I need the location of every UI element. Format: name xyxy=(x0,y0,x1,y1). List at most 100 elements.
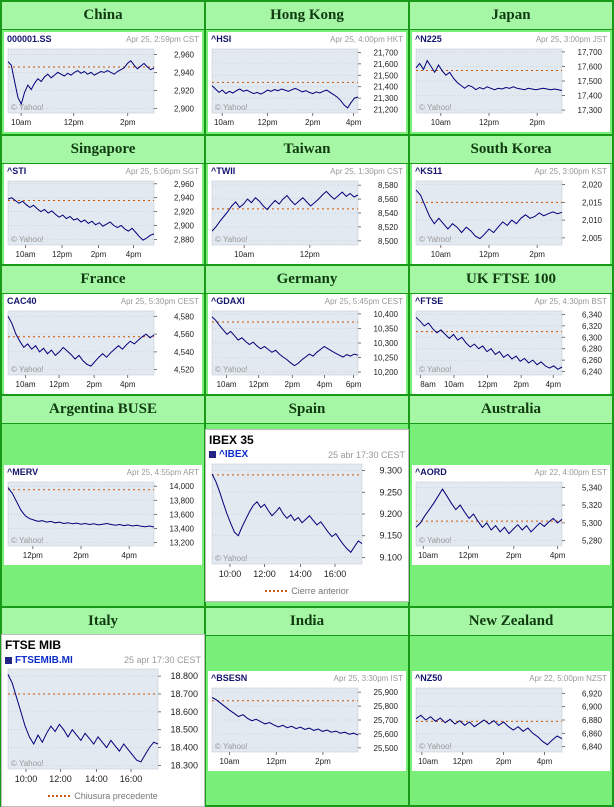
chart-uk-ftse-100[interactable]: ^FTSE Apr 25, 4:30pm BST 6,340 6,320 6,300 6,… xyxy=(412,294,610,394)
y-axis-label: 17,700 xyxy=(578,48,603,57)
y-axis-label: 17,500 xyxy=(578,77,603,86)
x-axis-label: 10:00 xyxy=(15,774,38,784)
y-axis-label: 8,580 xyxy=(378,181,399,190)
y-axis-label: 2,010 xyxy=(582,216,603,225)
y-axis-label: 6,860 xyxy=(582,729,603,738)
legend-marker-icon xyxy=(209,451,216,458)
ticker-symbol: ^FTSE xyxy=(415,296,444,306)
y-axis-label: 18.700 xyxy=(170,689,198,699)
ticker-symbol: ^HSI xyxy=(211,34,232,44)
chart-area-hong-kong: ^HSI Apr 25, 4:00pm HKT 21,700 21,600 21,500… xyxy=(206,30,408,134)
y-axis-label: 18.500 xyxy=(170,725,198,735)
ticker-symbol: ^STI xyxy=(7,166,27,176)
y-axis-label: 8,500 xyxy=(378,237,399,246)
chart-france[interactable]: CAC40 Apr 25, 5:30pm CEST 4,580 4,560 4,540 4… xyxy=(4,294,202,394)
ticker-symbol: CAC40 xyxy=(7,296,37,306)
y-axis-label: 6,900 xyxy=(582,702,603,711)
market-cell-taiwan: Taiwan ^TWII Apr 25, 1:30pm CST 8,580 8,560 8… xyxy=(205,135,409,265)
market-cell-germany: Germany ^GDAXI Apr 25, 5:45pm CEST 10,400 10… xyxy=(205,265,409,395)
region-title-new-zealand: New Zealand xyxy=(410,608,612,636)
chart-hong-kong[interactable]: ^HSI Apr 25, 4:00pm HKT 21,700 21,600 21,500… xyxy=(208,32,406,132)
x-axis-label: 2pm xyxy=(506,551,522,560)
chart-india[interactable]: ^BSESN Apr 25, 3:30pm IST 25,900 25,800 25,7… xyxy=(208,670,406,771)
dotted-line-icon xyxy=(48,795,71,797)
price-plot-singapore: 2,960 2,940 2,920 2,900 2,880 10am 12pm 2pm 4pm ©… xyxy=(7,180,195,259)
region-title-india: India xyxy=(206,608,408,636)
yahoo-watermark: © Yahoo! xyxy=(215,554,248,563)
chart-timestamp: Apr 25, 2:59pm CST xyxy=(126,35,199,44)
y-axis-label: 2,900 xyxy=(174,222,195,231)
chart-australia[interactable]: ^AORD Apr 22, 4:00pm EST 5,340 5,320 5,300 5,… xyxy=(412,465,610,565)
x-axis-label: 4pm xyxy=(545,380,561,389)
chart-area-japan: ^N225 Apr 25, 3:00pm JST 17,700 17,600 17,50… xyxy=(410,30,612,134)
x-axis-label: 4pm xyxy=(121,551,137,560)
plot-background xyxy=(211,48,359,114)
x-axis-label: 8am xyxy=(420,380,436,389)
x-axis-label: 12pm xyxy=(52,250,72,259)
ticker-symbol: ^MERV xyxy=(7,467,39,477)
chart-singapore[interactable]: ^STI Apr 25, 5:06pm SGT 2,960 2,940 2,920 2,9… xyxy=(4,164,202,264)
price-plot-japan: 17,700 17,600 17,500 17,400 17,300 10am 12pm 2p… xyxy=(415,48,603,127)
y-axis-label: 25,800 xyxy=(374,702,399,711)
ticker-symbol: ^GDAXI xyxy=(211,296,245,306)
yahoo-watermark: © Yahoo! xyxy=(419,365,452,374)
chart-japan[interactable]: ^N225 Apr 25, 3:00pm JST 17,700 17,600 17,50… xyxy=(412,32,610,132)
price-plot-india: 25,900 25,800 25,700 25,600 25,500 10am 12pm 2p… xyxy=(211,687,399,766)
plot-background xyxy=(7,48,155,114)
chart-timestamp: Apr 25, 3:00pm KST xyxy=(534,167,607,176)
x-axis-label: 2pm xyxy=(73,551,89,560)
y-axis-label: 17,400 xyxy=(578,92,603,101)
price-plot-uk-ftse-100: 6,340 6,320 6,300 6,280 6,260 6,240 8am 10am 12p… xyxy=(415,310,603,389)
y-axis-label: 21,200 xyxy=(374,106,399,115)
y-axis-label: 13,600 xyxy=(170,510,195,519)
plot-background xyxy=(415,180,563,246)
chart-new-zealand[interactable]: ^NZ50 Apr 22, 5:00pm NZST 6,920 6,900 6,880 6… xyxy=(412,670,610,771)
region-title-australia: Australia xyxy=(410,396,612,424)
y-axis-label: 6,260 xyxy=(582,356,603,365)
chart-area-new-zealand: ^NZ50 Apr 22, 5:00pm NZST 6,920 6,900 6,880 6… xyxy=(410,636,612,805)
chart-germany[interactable]: ^GDAXI Apr 25, 5:45pm CEST 10,400 10,350 10,… xyxy=(208,294,406,394)
ticker-symbol: ^AORD xyxy=(415,467,447,477)
chart-china[interactable]: 000001.SS Apr 25, 2:59pm CST 2,960 2,940 2,9… xyxy=(4,32,202,132)
y-axis-label: 25,500 xyxy=(374,743,399,752)
chart-taiwan[interactable]: ^TWII Apr 25, 1:30pm CST 8,580 8,560 8,540 8,… xyxy=(208,164,406,264)
y-axis-label: 2,020 xyxy=(582,181,603,190)
x-axis-label: 12pm xyxy=(459,551,479,560)
y-axis-label: 18.300 xyxy=(170,760,198,770)
chart-area-france: CAC40 Apr 25, 5:30pm CEST 4,580 4,560 4,540 4… xyxy=(2,294,204,394)
chart-area-china: 000001.SS Apr 25, 2:59pm CST 2,960 2,940 2,9… xyxy=(2,30,204,134)
x-axis-label: 10am xyxy=(444,380,464,389)
x-axis-label: 4pm xyxy=(126,250,142,259)
chart-timestamp: Apr 25, 1:30pm CST xyxy=(330,167,403,176)
x-axis-label: 10am xyxy=(418,757,438,766)
market-cell-spain: Spain IBEX 35 ^IBEX 25 abr 17:30 CEST 9.300 9… xyxy=(205,395,409,607)
y-axis-label: 21,700 xyxy=(374,48,399,57)
chart-italy[interactable]: FTSE MIB FTSEMIB.MI 25 apr 17:30 CEST 18.80… xyxy=(1,634,205,807)
y-axis-label: 10,200 xyxy=(374,368,399,377)
price-line xyxy=(7,197,155,241)
price-plot-china: 2,960 2,940 2,920 2,900 10am 12pm 2pm © Yahoo! xyxy=(7,48,195,127)
y-axis-label: 13,400 xyxy=(170,524,195,533)
y-axis-label: 6,240 xyxy=(582,368,603,377)
x-axis-label: 12pm xyxy=(300,250,320,259)
chart-south-korea[interactable]: ^KS11 Apr 25, 3:00pm KST 2,020 2,015 2,010 2,… xyxy=(412,164,610,264)
region-title-south-korea: South Korea xyxy=(410,136,612,164)
ticker-symbol: ^KS11 xyxy=(415,166,443,176)
price-line xyxy=(211,85,359,109)
y-axis-label: 9.300 xyxy=(379,465,402,475)
x-axis-label: 2pm xyxy=(305,118,321,127)
price-plot-argentina-buse: 14,000 13,800 13,600 13,400 13,200 12pm 2pm 4pm… xyxy=(7,481,195,560)
prev-close-note: Cierre anterior xyxy=(209,584,405,598)
x-axis-label: 12pm xyxy=(257,118,277,127)
x-axis-label: 2pm xyxy=(496,757,512,766)
market-cell-china: China 000001.SS Apr 25, 2:59pm CST 2,960 2,9… xyxy=(1,1,205,135)
region-title-taiwan: Taiwan xyxy=(206,136,408,164)
x-axis-label: 12pm xyxy=(478,380,498,389)
chart-spain[interactable]: IBEX 35 ^IBEX 25 abr 17:30 CEST 9.300 9.250 9… xyxy=(205,428,409,602)
chart-argentina-buse[interactable]: ^MERV Apr 25, 4:55pm ART 14,000 13,800 13,60… xyxy=(4,465,202,565)
x-axis-label: 2pm xyxy=(529,118,545,127)
chart-topline: ^KS11 Apr 25, 3:00pm KST xyxy=(414,166,608,178)
price-line xyxy=(7,487,155,528)
chart-title: IBEX 35 xyxy=(209,432,254,447)
